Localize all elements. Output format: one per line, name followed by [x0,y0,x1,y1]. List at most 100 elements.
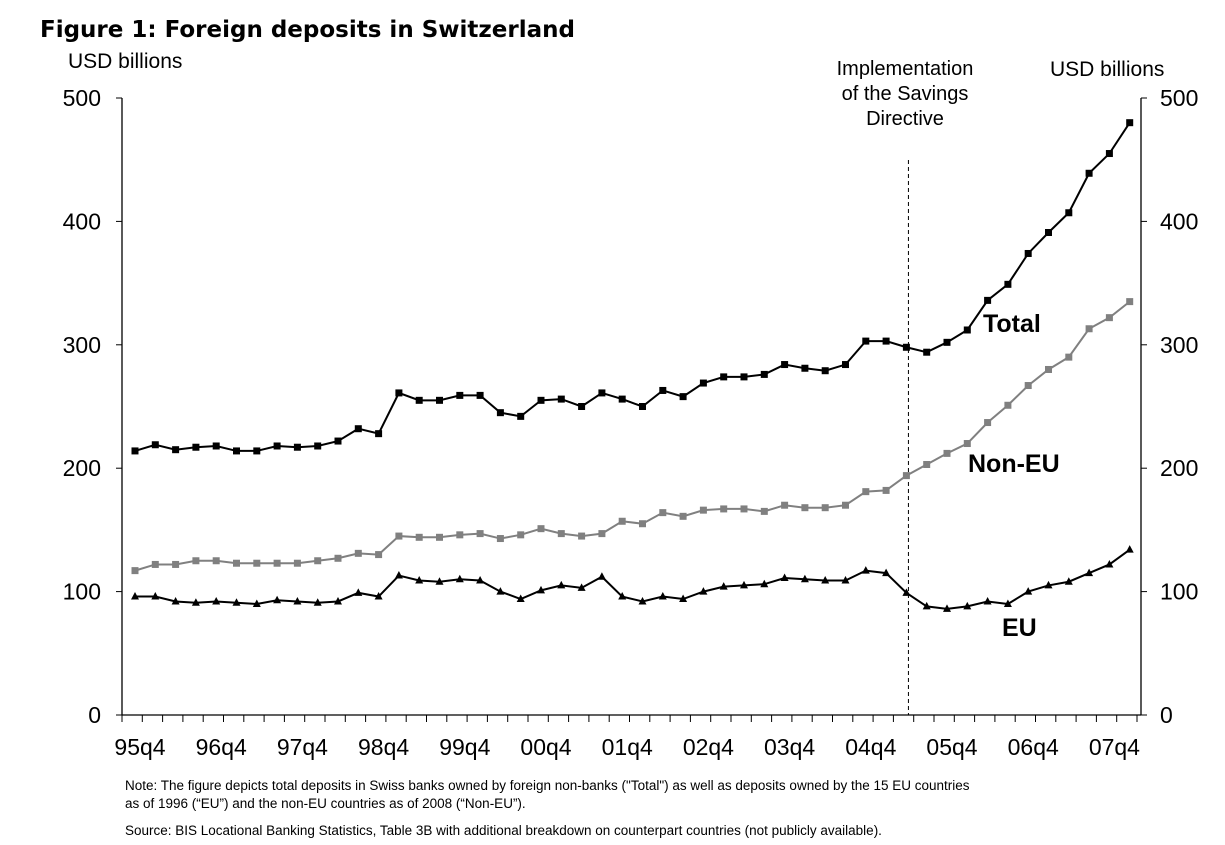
data-point-total [293,443,301,451]
data-point-eu [719,582,728,590]
data-point-non-eu [253,559,261,567]
data-point-eu [658,592,667,600]
data-point-eu [983,596,992,605]
y-tick-label-right: 100 [1160,579,1198,605]
data-point-eu [1125,545,1134,553]
data-point-non-eu [1065,353,1073,361]
data-point-non-eu [354,549,362,557]
data-point-non-eu [801,504,809,512]
y-tick-label-right: 300 [1160,332,1198,358]
data-point-total [314,442,322,450]
x-tick-label: 98q4 [358,734,409,760]
data-point-total [659,386,667,394]
data-point-eu [496,587,505,595]
data-point-non-eu [151,560,159,568]
data-point-total [882,337,890,345]
data-point-eu [212,596,221,605]
data-point-total [1004,280,1012,288]
series-line-non-eu [134,300,1131,572]
data-point-eu [740,580,748,589]
y-tick-label-left: 300 [63,332,101,358]
data-point-total [1045,229,1052,237]
data-point-eu [821,575,830,584]
data-point-total [273,442,281,450]
data-point-total [1105,150,1113,158]
data-point-total [923,348,931,356]
data-point-total [842,361,849,369]
data-point-eu [882,568,891,577]
data-point-non-eu [172,560,180,568]
data-point-non-eu [598,530,606,538]
x-tick-label: 03q4 [764,734,815,760]
data-point-total [172,446,180,454]
data-point-eu [131,592,139,600]
data-point-eu [800,574,809,583]
chart-title: Figure 1: Foreign deposits in Switzerlan… [40,17,575,43]
data-point-total [415,396,423,404]
y-axis-label-right: USD billions [1050,58,1164,81]
data-point-eu [334,596,342,605]
data-point-eu [191,598,200,606]
data-point-total [436,396,443,404]
data-point-non-eu [557,530,565,538]
series-label-non-eu: Non-EU [968,450,1060,478]
data-point-non-eu [476,530,484,538]
data-point-eu [476,575,485,584]
data-point-total [212,442,220,450]
y-tick-label-left: 200 [63,455,101,481]
data-point-total [354,425,362,433]
source-line: Source: BIS Locational Banking Statistic… [125,823,882,838]
data-point-non-eu [1126,298,1134,306]
data-point-non-eu [1045,365,1052,373]
note-line-2: as of 1996 (“EU”) and the non-EU countri… [125,796,526,811]
data-point-non-eu [496,535,504,543]
data-point-non-eu [862,488,870,496]
data-point-non-eu [334,554,342,562]
data-point-non-eu [1024,382,1032,390]
data-point-non-eu [639,520,646,528]
data-point-total [131,447,139,455]
data-point-non-eu [882,486,890,494]
data-point-total [862,337,870,345]
data-point-total [375,430,383,438]
data-point-eu [963,601,972,610]
data-point-non-eu [902,472,910,480]
data-point-eu [679,594,688,603]
data-point-eu [1105,559,1114,568]
data-point-eu [232,598,241,606]
data-point-eu [1024,587,1033,595]
series-line-total [134,122,1131,452]
data-point-non-eu [659,509,667,517]
data-point-non-eu [415,533,423,541]
data-point-eu [1003,599,1012,607]
data-point-total [801,364,809,372]
data-point-eu [415,575,424,584]
y-axis-label-left: USD billions [68,50,182,73]
data-point-non-eu [212,557,220,565]
data-point-eu [699,587,708,595]
data-point-non-eu [456,531,464,539]
data-point-total [578,403,586,410]
data-point-eu [374,592,383,600]
data-point-eu [313,598,322,606]
y-tick-label-right: 0 [1160,702,1173,728]
data-point-non-eu [963,440,971,448]
annotation-line-1: Implementation [837,58,974,80]
data-point-eu [922,601,931,610]
data-point-total [496,409,504,417]
data-point-eu [618,592,627,600]
data-point-eu [841,575,850,584]
data-point-total [699,379,707,387]
data-point-non-eu [131,567,139,575]
data-point-eu [597,572,606,580]
data-point-total [456,391,464,399]
y-tick-label-left: 500 [63,85,101,111]
data-point-non-eu [1004,401,1012,409]
data-point-non-eu [699,506,707,514]
data-point-total [618,395,626,403]
data-point-non-eu [436,533,443,541]
data-point-non-eu [618,517,626,525]
data-point-eu [861,566,870,574]
data-point-eu [1044,580,1053,589]
data-point-eu [151,592,160,600]
